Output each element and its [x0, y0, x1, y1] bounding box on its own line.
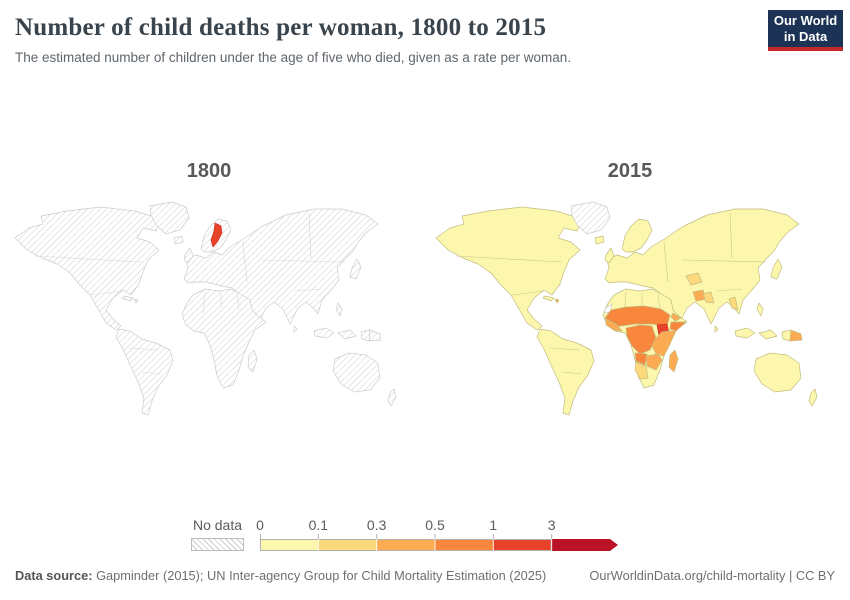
- data-source-note: Data source: Gapminder (2015); UN Inter-…: [15, 568, 546, 583]
- legend-tick-label: 0.3: [366, 517, 387, 533]
- region-west-guinea[interactable]: [605, 318, 623, 332]
- region-new-zealand[interactable]: [808, 388, 818, 407]
- region-somalia[interactable]: [669, 321, 687, 332]
- region-east-africa[interactable]: [651, 330, 677, 357]
- legend-tick-label: 0: [256, 517, 264, 533]
- region-new-guinea-west[interactable]: [781, 329, 792, 342]
- legend-segment: [376, 539, 435, 551]
- region-iceland[interactable]: [173, 235, 184, 245]
- region-new-zealand[interactable]: [387, 388, 397, 407]
- legend-segment: [260, 539, 319, 551]
- region-sri-lanka[interactable]: [714, 325, 719, 333]
- region-angola[interactable]: [634, 352, 648, 366]
- chart-footer: Data source: Gapminder (2015); UN Inter-…: [15, 568, 835, 583]
- data-source-text: Gapminder (2015); UN Inter-agency Group …: [92, 568, 547, 583]
- region-indonesia-east[interactable]: [758, 329, 778, 340]
- legend-tick-label: 0.5: [425, 517, 445, 533]
- legend-segment: [318, 539, 377, 551]
- region-greenland[interactable]: [570, 201, 611, 235]
- region-madagascar[interactable]: [247, 349, 258, 373]
- region-cuba[interactable]: [121, 295, 134, 302]
- region-australia[interactable]: [332, 352, 381, 393]
- region-philippines[interactable]: [335, 302, 343, 317]
- map-year-label-1800: 1800: [186, 160, 232, 182]
- region-new-guinea-east[interactable]: [368, 329, 382, 342]
- region-new-guinea-east[interactable]: [789, 329, 803, 342]
- region-zambia-mozambique[interactable]: [645, 353, 663, 371]
- map-year-label-2015: 2015: [607, 160, 653, 182]
- page-subtitle: The estimated number of children under t…: [15, 50, 572, 65]
- region-iceland[interactable]: [594, 235, 605, 245]
- region-haiti[interactable]: [554, 298, 560, 304]
- legend-no-data-swatch: [191, 538, 244, 551]
- world-map-1800[interactable]: [9, 198, 409, 420]
- region-greenland[interactable]: [149, 201, 190, 235]
- region-japan[interactable]: [349, 258, 362, 280]
- region-indonesia-west[interactable]: [313, 327, 335, 339]
- region-cuba[interactable]: [542, 295, 555, 302]
- region-australia[interactable]: [753, 352, 802, 393]
- legend-tick-label: 1: [489, 517, 498, 533]
- region-haiti[interactable]: [133, 298, 139, 304]
- region-indonesia-east[interactable]: [337, 329, 357, 340]
- region-north-america[interactable]: [14, 206, 162, 331]
- region-north-america[interactable]: [435, 206, 583, 331]
- region-japan[interactable]: [770, 258, 783, 280]
- map-legend: No data 0 0.1 0.3 0.5 1 3: [0, 517, 850, 557]
- region-sri-lanka[interactable]: [293, 325, 298, 333]
- world-map-2015[interactable]: [430, 198, 830, 420]
- region-madagascar[interactable]: [668, 349, 679, 373]
- region-central-africa[interactable]: [625, 324, 657, 355]
- legend-tick-label: 0.1: [308, 517, 329, 533]
- region-pakistan[interactable]: [702, 291, 715, 304]
- legend-tick-labels: 0 0.1 0.3 0.5 1 3: [256, 517, 620, 534]
- region-myanmar[interactable]: [728, 296, 739, 311]
- page-title: Number of child deaths per woman, 1800 t…: [15, 14, 547, 41]
- legend-color-scale: 0 0.1 0.3 0.5 1 3: [256, 517, 620, 552]
- region-sahel[interactable]: [604, 305, 671, 327]
- region-uk[interactable]: [604, 247, 615, 264]
- region-namibia-botswana[interactable]: [634, 361, 649, 380]
- legend-color-bar: [260, 534, 618, 551]
- citation-link[interactable]: OurWorldinData.org/child-mortality | CC …: [589, 568, 835, 583]
- region-uk[interactable]: [183, 247, 194, 264]
- data-source-label: Data source:: [15, 568, 93, 583]
- region-sweden[interactable]: [210, 222, 223, 248]
- map-panel-1800: 1800: [9, 160, 409, 420]
- region-philippines[interactable]: [756, 302, 764, 317]
- owid-logo: Our World in Data: [768, 10, 843, 51]
- legend-no-data-label: No data: [192, 517, 243, 533]
- region-indonesia-west[interactable]: [734, 327, 756, 339]
- logo-line1: Our World: [773, 13, 838, 29]
- legend-tick-label: 3: [547, 517, 556, 533]
- legend-segment: [435, 539, 494, 551]
- region-scandinavia[interactable]: [621, 218, 653, 253]
- legend-segment: [493, 539, 552, 551]
- region-central-asia[interactable]: [685, 272, 703, 286]
- logo-line2: in Data: [783, 28, 828, 44]
- map-panel-2015: 2015: [430, 160, 830, 420]
- legend-segment-arrow: [551, 539, 618, 551]
- legend-no-data: No data: [191, 517, 244, 551]
- region-yemen[interactable]: [670, 312, 682, 322]
- region-new-guinea-west[interactable]: [360, 329, 371, 342]
